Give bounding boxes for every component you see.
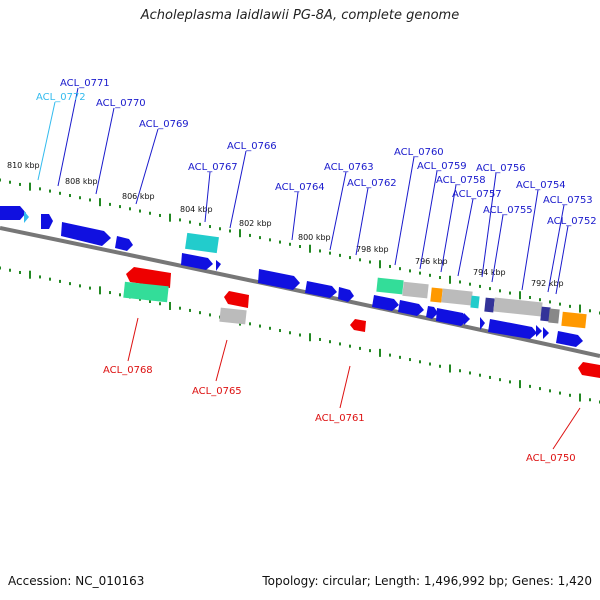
gene-feature-blue[interactable] [115,236,133,251]
gene-feature-grey[interactable] [402,281,429,299]
gene-feature-blue[interactable] [398,300,424,316]
leader-line [419,170,438,270]
leader-line [394,156,415,266]
gene-feature-blue[interactable] [0,206,26,220]
reverse-gene-label[interactable]: ACL_0765 [192,386,242,397]
leader-line [555,225,569,295]
gene-feature-blue[interactable] [543,327,549,339]
gene-feature-navy[interactable] [484,297,495,313]
leader-line [547,204,565,293]
gene-feature-blue[interactable] [181,253,213,270]
forward-gene-label[interactable]: ACL_0753 [543,195,593,206]
accession-text: Accession: NC_010163 [8,574,145,588]
leader-line [329,171,347,251]
kbp-label: 800 kbp [298,233,331,242]
leader-line [521,189,539,291]
gene-feature-cyan[interactable] [470,295,480,309]
gene-feature-grey[interactable] [548,308,560,324]
leader-line [127,317,139,362]
gene-labels: ACL_0772 ACL_0771 ACL_0770 ACL_0769 ACL_0767… [36,78,597,464]
gene-feature-blue[interactable] [488,319,537,339]
forward-gene-label[interactable]: ACL_0772 [36,92,86,103]
gene-feature-navy[interactable] [540,306,551,322]
gene-feature-blue[interactable] [426,306,438,319]
forward-gene-label[interactable]: ACL_0755 [483,205,533,216]
leader-line [440,184,457,273]
forward-gene-label[interactable]: ACL_0764 [275,182,325,193]
forward-gene-label[interactable]: ACL_0762 [347,178,397,189]
leader-line [204,171,211,223]
gene-feature-blue[interactable] [41,214,53,229]
gene-feature-blue[interactable] [258,269,300,290]
forward-gene-label[interactable]: ACL_0767 [188,162,238,173]
gene-feature-blue[interactable] [556,331,583,347]
kbp-label: 808 kbp [65,177,98,186]
forward-gene-label[interactable]: ACL_0769 [139,119,189,130]
reverse-gene-label[interactable]: ACL_0768 [103,365,153,376]
genome-backbone [0,226,600,358]
leader-line [95,107,115,195]
leader-line [339,365,351,409]
gene-feature-red[interactable] [350,319,366,332]
leader-line [229,150,247,229]
gene-feature-green[interactable] [123,281,169,303]
map-title: Acholeplasma laidlawii PG-8A, complete g… [140,8,460,23]
gene-feature-blue[interactable] [372,295,399,311]
leader-line [57,87,79,187]
forward-gene-label[interactable]: ACL_0754 [516,180,566,191]
leader-line [457,198,474,277]
gene-feature-blue[interactable] [464,313,470,325]
forward-gene-label[interactable]: ACL_0756 [476,163,526,174]
leader-line [355,187,369,256]
kbp-label: 798 kbp [356,245,389,254]
forward-gene-label[interactable]: ACL_0758 [436,175,486,186]
gene-feature-cyan[interactable] [24,211,29,223]
forward-gene-label[interactable]: ACL_0759 [417,161,467,172]
forward-gene-label[interactable]: ACL_0770 [96,98,146,109]
gene-feature-blue[interactable] [338,287,354,302]
leader-line [215,339,228,382]
reverse-gene-label[interactable]: ACL_0750 [526,453,576,464]
kbp-label: 810 kbp [7,161,40,170]
leader-line [481,172,497,278]
forward-gene-label[interactable]: ACL_0771 [60,78,110,89]
gene-feature-blue[interactable] [216,260,221,271]
leader-line [552,407,581,450]
gene-feature-grey[interactable] [219,307,247,325]
gene-feature-grey[interactable] [493,297,543,317]
genome-summary-text: Topology: circular; Length: 1,496,992 bp… [262,574,592,588]
kbp-label: 796 kbp [415,257,448,266]
gene-feature-orange[interactable] [430,287,443,303]
kbp-label: 792 kbp [531,279,564,288]
forward-gene-label[interactable]: ACL_0760 [394,147,444,158]
gene-feature-blue[interactable] [436,308,468,326]
forward-gene-label[interactable]: ACL_0757 [452,189,502,200]
reverse-gene-label[interactable]: ACL_0761 [315,413,365,424]
gene-feature-blue[interactable] [480,317,485,330]
gene-feature-red[interactable] [126,267,171,288]
reverse-strand-features [123,267,600,378]
leader-line [37,101,56,181]
leader-line [135,128,159,205]
gene-feature-grey[interactable] [441,288,473,306]
gene-feature-red[interactable] [578,362,600,378]
gene-feature-blue[interactable] [61,222,111,246]
forward-gene-label[interactable]: ACL_0752 [547,216,597,227]
leader-line [491,214,504,283]
gene-feature-red[interactable] [224,291,249,308]
gene-feature-blue[interactable] [305,281,337,298]
forward-strand-features [0,206,587,347]
gene-feature-green[interactable] [376,277,404,295]
forward-gene-label[interactable]: ACL_0766 [227,141,277,152]
kbp-label: 794 kbp [473,268,506,277]
forward-gene-label[interactable]: ACL_0763 [324,162,374,173]
gene-feature-blue[interactable] [536,325,542,337]
label-leader-lines [37,87,581,450]
leader-line [291,191,299,241]
kbp-label: 802 kbp [239,219,272,228]
kbp-label: 804 kbp [180,205,213,214]
gene-feature-cyan[interactable] [185,232,219,254]
gene-feature-orange[interactable] [561,311,587,329]
